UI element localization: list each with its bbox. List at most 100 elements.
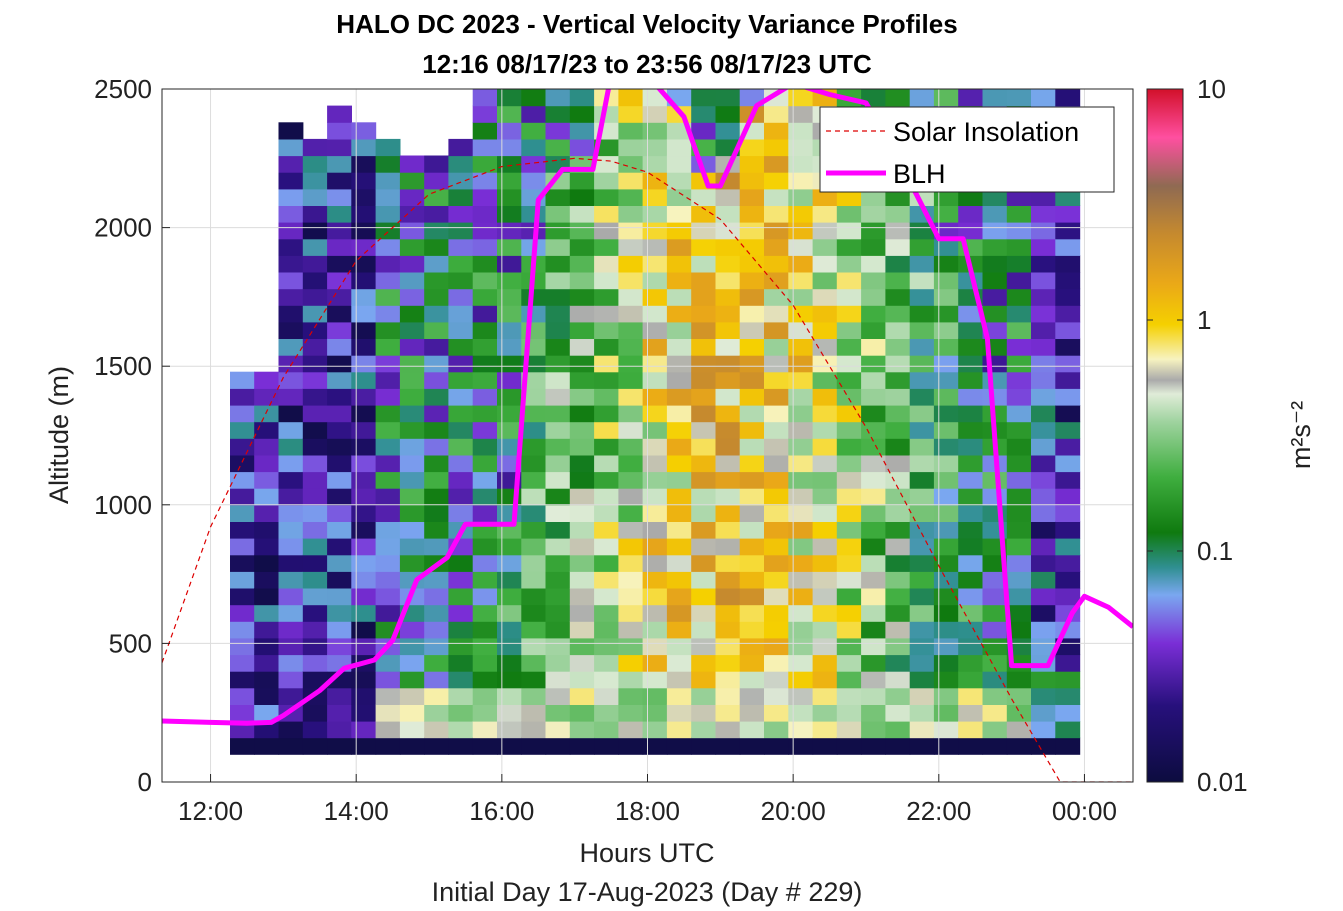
heatmap-cell bbox=[448, 321, 474, 339]
heatmap-cell bbox=[812, 205, 838, 223]
heatmap-cell bbox=[448, 405, 474, 423]
heatmap-cell bbox=[545, 704, 571, 722]
heatmap-cell bbox=[715, 687, 741, 705]
heatmap-cell bbox=[642, 155, 668, 173]
heatmap-cell bbox=[666, 554, 692, 572]
heatmap-cell bbox=[569, 604, 595, 622]
heatmap-cell bbox=[982, 654, 1008, 672]
heatmap-cell bbox=[812, 654, 838, 672]
heatmap-cell bbox=[715, 588, 741, 606]
heatmap-cell bbox=[448, 205, 474, 223]
heatmap-cell bbox=[497, 721, 522, 739]
heatmap-cell bbox=[448, 272, 474, 290]
heatmap-cell bbox=[1055, 721, 1081, 739]
heatmap-cell bbox=[521, 521, 547, 539]
heatmap-cell bbox=[715, 105, 741, 123]
heatmap-cell bbox=[1006, 504, 1032, 522]
heatmap-cell bbox=[1031, 671, 1056, 689]
heatmap-cell bbox=[836, 604, 862, 622]
heatmap-cell bbox=[302, 288, 328, 306]
heatmap-cell bbox=[982, 721, 1008, 739]
heatmap-cell bbox=[545, 554, 571, 572]
heatmap-cell bbox=[788, 471, 814, 489]
heatmap-cell bbox=[497, 355, 522, 373]
heatmap-cell bbox=[861, 321, 886, 339]
heatmap-cell bbox=[448, 621, 474, 639]
heatmap-cell bbox=[836, 388, 862, 406]
heatmap-cell bbox=[569, 122, 595, 140]
heatmap-cell bbox=[327, 222, 352, 240]
heatmap-cell bbox=[885, 721, 911, 739]
heatmap-cell bbox=[399, 388, 425, 406]
heatmap-cell bbox=[497, 588, 522, 606]
heatmap-cell bbox=[375, 687, 401, 705]
heatmap-cell bbox=[1006, 438, 1032, 456]
heatmap-cell bbox=[739, 321, 765, 339]
heatmap-cell bbox=[861, 671, 886, 689]
heatmap-cell bbox=[351, 421, 377, 439]
heatmap-cell bbox=[569, 222, 595, 240]
heatmap-cell bbox=[666, 637, 692, 656]
heatmap-cell bbox=[302, 571, 328, 589]
heatmap-cell bbox=[424, 704, 450, 722]
heatmap-cell bbox=[594, 172, 619, 190]
heatmap-cell bbox=[1031, 421, 1056, 439]
heatmap-cell bbox=[569, 89, 595, 107]
heatmap-cell bbox=[230, 671, 255, 689]
heatmap-cell bbox=[1055, 554, 1081, 572]
heatmap-cell bbox=[1031, 305, 1056, 323]
heatmap-cell bbox=[812, 371, 838, 389]
heatmap-cell bbox=[327, 321, 352, 339]
heatmap-cell bbox=[739, 687, 765, 705]
heatmap-cell bbox=[497, 338, 522, 356]
heatmap-cell bbox=[497, 255, 522, 273]
heatmap-cell bbox=[569, 571, 595, 589]
heatmap-cell bbox=[254, 538, 280, 556]
heatmap-cell bbox=[958, 571, 984, 589]
heatmap-cell bbox=[715, 671, 741, 689]
heatmap-cell bbox=[1031, 438, 1056, 456]
heatmap-cell bbox=[302, 721, 328, 739]
heatmap-cell bbox=[327, 138, 352, 157]
heatmap-cell bbox=[618, 571, 644, 589]
heatmap-cell bbox=[351, 122, 377, 140]
heatmap-cell bbox=[327, 571, 352, 589]
heatmap-cell bbox=[788, 588, 814, 606]
heatmap-cell bbox=[497, 305, 522, 323]
heatmap-cell bbox=[351, 255, 377, 273]
heatmap-cell bbox=[497, 704, 522, 722]
heatmap-cell bbox=[594, 571, 619, 589]
heatmap-cell bbox=[642, 737, 668, 755]
heatmap-cell bbox=[1031, 621, 1056, 639]
x-tick-label: 16:00 bbox=[469, 796, 534, 826]
heatmap-cell bbox=[569, 488, 595, 506]
heatmap-cell bbox=[254, 671, 280, 689]
heatmap-cell bbox=[569, 105, 595, 123]
heatmap-cell bbox=[399, 438, 425, 456]
heatmap-cell bbox=[788, 621, 814, 639]
heatmap-cell bbox=[278, 288, 304, 306]
heatmap-cell bbox=[351, 222, 377, 240]
heatmap-cell bbox=[909, 521, 935, 539]
heatmap-cell bbox=[739, 554, 765, 572]
heatmap-cell bbox=[448, 355, 474, 373]
heatmap-cell bbox=[351, 521, 377, 539]
heatmap-cell bbox=[666, 138, 692, 157]
heatmap-cell bbox=[764, 321, 789, 339]
heatmap-cell bbox=[764, 438, 789, 456]
heatmap-cell bbox=[278, 571, 304, 589]
heatmap-cell bbox=[642, 255, 668, 273]
heatmap-cell bbox=[909, 338, 935, 356]
heatmap-cell bbox=[788, 222, 814, 240]
heatmap-cell bbox=[642, 305, 668, 323]
heatmap-cell bbox=[448, 255, 474, 273]
heatmap-cell bbox=[982, 504, 1008, 522]
heatmap-cell bbox=[861, 338, 886, 356]
heatmap-cell bbox=[933, 554, 959, 572]
heatmap-cell bbox=[424, 405, 450, 423]
heatmap-cell bbox=[327, 721, 352, 739]
heatmap-cell bbox=[302, 538, 328, 556]
heatmap-cell bbox=[1055, 355, 1081, 373]
heatmap-cell bbox=[569, 554, 595, 572]
heatmap-cell bbox=[569, 538, 595, 556]
